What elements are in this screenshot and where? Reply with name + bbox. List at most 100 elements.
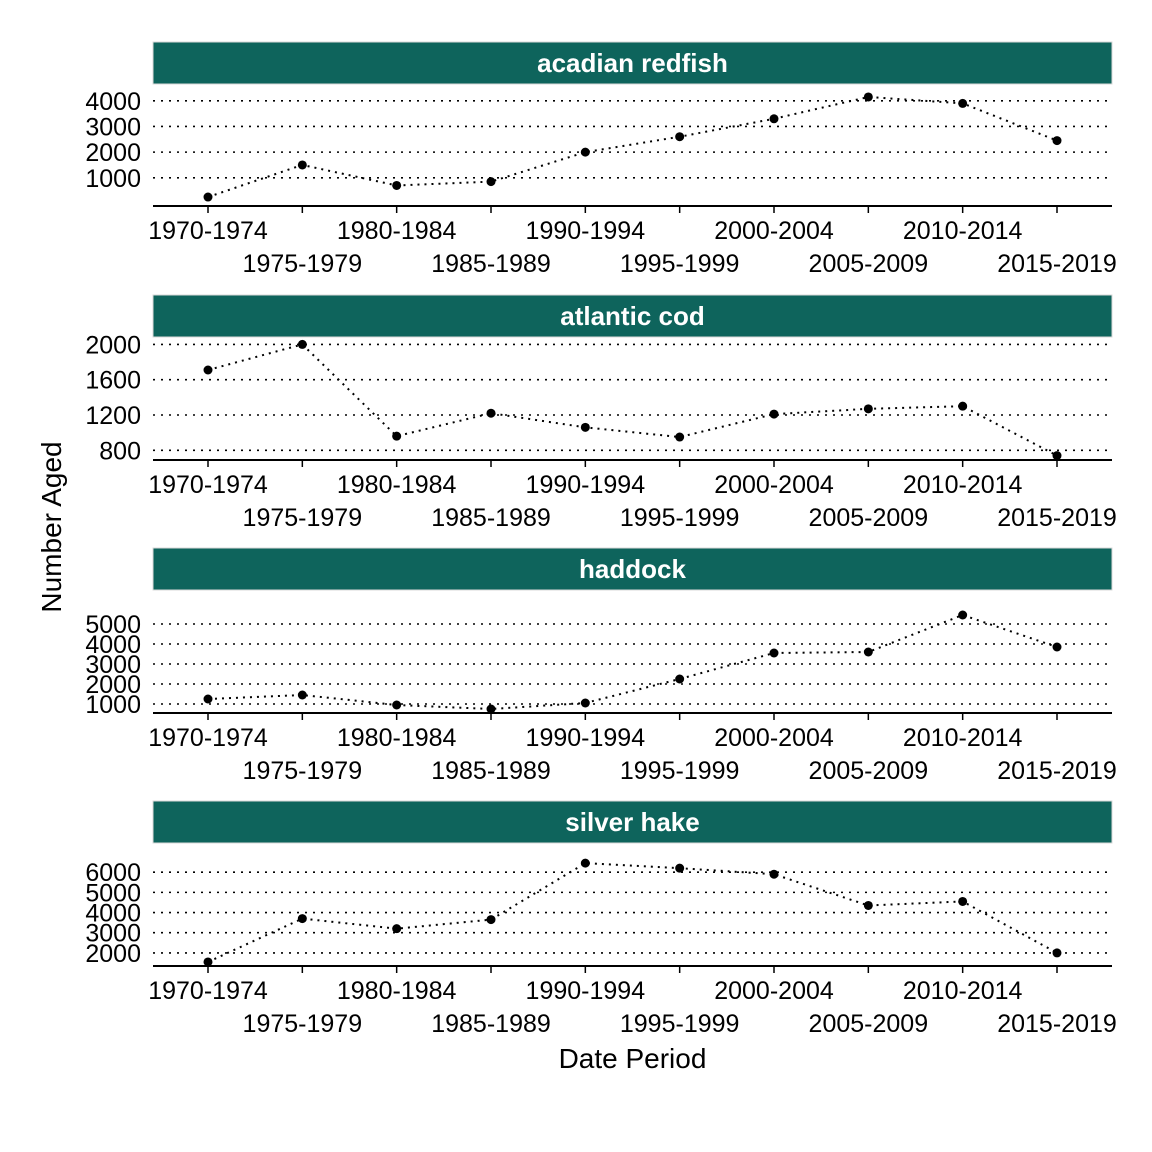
data-point — [486, 177, 496, 187]
x-tick-label: 1995-1999 — [620, 250, 740, 278]
facet-strip — [152, 547, 1113, 591]
data-point — [1052, 451, 1062, 461]
facet-title: atlantic cod — [560, 301, 704, 331]
x-tick-label: 1975-1979 — [243, 504, 363, 532]
x-tick-label: 1985-1989 — [431, 250, 551, 278]
x-tick-label: 2005-2009 — [809, 504, 929, 532]
y-tick-label: 4000 — [85, 900, 141, 928]
data-point — [486, 408, 496, 418]
y-tick-label: 3000 — [85, 920, 141, 948]
y-tick-label: 3000 — [85, 651, 141, 679]
x-tick-label: 1985-1989 — [431, 504, 551, 532]
data-point — [958, 896, 968, 906]
x-tick-label: 2015-2019 — [997, 757, 1117, 785]
data-point — [392, 431, 402, 441]
x-tick-label: 1995-1999 — [620, 1010, 740, 1038]
y-tick-label: 2000 — [85, 331, 141, 359]
facet-title: haddock — [579, 554, 686, 584]
data-point — [958, 98, 968, 108]
data-point — [297, 690, 307, 700]
x-tick-label: 2015-2019 — [997, 250, 1117, 278]
data-point — [297, 914, 307, 924]
x-axis-title: Date Period — [559, 1043, 707, 1074]
data-point — [297, 160, 307, 170]
data-point — [863, 900, 873, 910]
x-tick-label: 1995-1999 — [620, 504, 740, 532]
facet-title: silver hake — [565, 807, 699, 837]
data-point — [203, 957, 213, 967]
x-tick-label: 2010-2014 — [903, 977, 1023, 1005]
x-tick-label: 1980-1984 — [337, 977, 457, 1005]
series-line — [207, 343, 1058, 457]
x-tick-label: 1985-1989 — [431, 757, 551, 785]
y-tick-label: 1200 — [85, 402, 141, 430]
x-tick-label: 1970-1974 — [148, 724, 268, 752]
facet-strip — [152, 294, 1113, 338]
data-point — [958, 401, 968, 411]
data-point — [580, 422, 590, 432]
x-tick-label: 2015-2019 — [997, 1010, 1117, 1038]
data-point — [297, 339, 307, 349]
data-point — [580, 147, 590, 157]
x-tick-label: 1990-1994 — [526, 724, 646, 752]
x-tick-label: 2005-2009 — [809, 757, 929, 785]
y-tick-label: 3000 — [85, 113, 141, 141]
x-tick-label: 2000-2004 — [714, 217, 834, 245]
data-point — [203, 192, 213, 202]
facet-strip — [152, 41, 1113, 85]
series-line — [207, 613, 1058, 711]
y-tick-label: 1000 — [85, 165, 141, 193]
data-point — [1052, 136, 1062, 146]
x-tick-label: 1975-1979 — [243, 250, 363, 278]
data-point — [769, 409, 779, 419]
facet-strip — [152, 800, 1113, 844]
x-tick-label: 2010-2014 — [903, 724, 1023, 752]
data-point — [203, 694, 213, 704]
x-tick-label: 2015-2019 — [997, 504, 1117, 532]
data-point — [1052, 642, 1062, 652]
data-point — [863, 647, 873, 657]
data-point — [675, 132, 685, 142]
x-tick-label: 1985-1989 — [431, 1010, 551, 1038]
y-axis-title: Number Aged — [36, 441, 67, 612]
x-tick-label: 1975-1979 — [243, 757, 363, 785]
data-point — [863, 404, 873, 414]
x-tick-label: 1975-1979 — [243, 1010, 363, 1038]
data-point — [769, 648, 779, 658]
y-tick-label: 5000 — [85, 611, 141, 639]
x-tick-label: 1995-1999 — [620, 757, 740, 785]
data-point — [392, 180, 402, 190]
y-tick-label: 1000 — [85, 691, 141, 719]
facet-title: acadian redfish — [537, 48, 728, 78]
y-tick-label: 5000 — [85, 879, 141, 907]
y-tick-label: 1600 — [85, 367, 141, 395]
x-tick-label: 1970-1974 — [148, 471, 268, 499]
data-point — [580, 698, 590, 708]
x-tick-label: 2005-2009 — [809, 250, 929, 278]
data-point — [769, 114, 779, 124]
data-point — [1052, 948, 1062, 958]
x-tick-label: 2000-2004 — [714, 724, 834, 752]
y-tick-label: 6000 — [85, 859, 141, 887]
x-tick-label: 1970-1974 — [148, 217, 268, 245]
data-point — [675, 863, 685, 873]
x-tick-label: 1980-1984 — [337, 217, 457, 245]
data-point — [769, 869, 779, 879]
x-tick-label: 1980-1984 — [337, 471, 457, 499]
data-point — [486, 704, 496, 714]
x-tick-label: 1970-1974 — [148, 977, 268, 1005]
data-point — [675, 432, 685, 442]
y-tick-label: 2000 — [85, 671, 141, 699]
data-point — [863, 92, 873, 102]
x-tick-label: 2005-2009 — [809, 1010, 929, 1038]
x-tick-label: 2000-2004 — [714, 977, 834, 1005]
data-point — [580, 858, 590, 868]
y-tick-label: 4000 — [85, 631, 141, 659]
y-tick-label: 4000 — [85, 88, 141, 116]
data-point — [675, 674, 685, 684]
x-tick-label: 2010-2014 — [903, 217, 1023, 245]
